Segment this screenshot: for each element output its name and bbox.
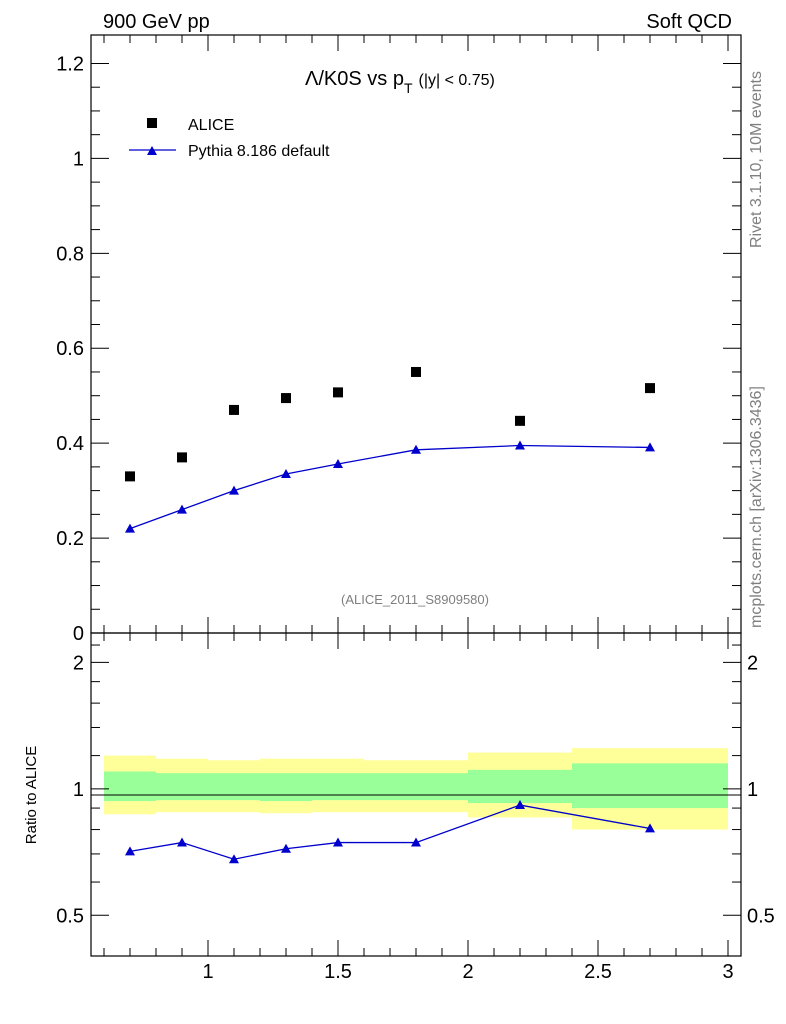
data-points xyxy=(125,366,655,533)
alice-point xyxy=(177,452,187,463)
ratio-point xyxy=(177,837,187,847)
ratio-y-tick-label-right: 2 xyxy=(747,652,758,674)
alice-point xyxy=(411,366,421,377)
pythia-point xyxy=(645,442,655,452)
pythia-point xyxy=(333,459,343,469)
ratio-point xyxy=(515,800,525,810)
ratio-y-axis-label: Ratio to ALICE xyxy=(23,746,40,844)
green-band xyxy=(260,773,312,802)
main-y-tick-label: 0 xyxy=(73,623,84,645)
green-band xyxy=(468,769,572,804)
pythia-polyline xyxy=(129,444,651,530)
ratio-y-tick-label-right: 1 xyxy=(747,779,758,801)
ratio-y-tick-label-left: 2 xyxy=(73,652,84,674)
analysis-id: (ALICE_2011_S8909580) xyxy=(341,592,489,607)
mcplots-label: mcplots.cern.ch [arXiv:1306.3436] xyxy=(748,386,765,628)
alice-point xyxy=(281,393,291,404)
ratio-point xyxy=(229,854,239,864)
main-ticks xyxy=(91,35,741,634)
ratio-point xyxy=(281,843,291,853)
ratio-y-tick-label-left: 1 xyxy=(73,779,84,801)
main-y-tick-labels: 0 0.2 0.4 0.6 0.8 1 1.2 xyxy=(56,53,84,645)
green-band xyxy=(104,771,156,802)
ratio-point xyxy=(125,846,135,856)
alice-point xyxy=(333,387,343,398)
pythia-series-line xyxy=(129,444,651,530)
x-tick-label: 2.5 xyxy=(584,961,612,983)
main-y-tick-label: 1.2 xyxy=(56,53,84,75)
legend-alice-marker xyxy=(147,118,157,128)
plot-title-cut: (|y| < 0.75) xyxy=(419,72,495,89)
ratio-point xyxy=(411,837,421,847)
green-band xyxy=(208,773,260,801)
ratio-polyline xyxy=(129,804,651,860)
header-right: Soft QCD xyxy=(646,11,732,33)
ratio-point xyxy=(333,837,343,847)
ratio-frame xyxy=(90,632,742,957)
main-y-tick-label: 0.6 xyxy=(56,338,84,360)
ratio-uncertainty-bands xyxy=(104,748,728,830)
pythia-point xyxy=(229,485,239,495)
plot-title: Λ/K0S vs pT (|y| < 0.75) xyxy=(305,68,495,96)
ratio-y-tick-label-left: 0.5 xyxy=(56,905,84,927)
pythia-point xyxy=(125,523,135,533)
main-y-tick-label: 0.8 xyxy=(56,243,84,265)
pythia-point xyxy=(515,440,525,450)
legend-pythia-marker xyxy=(147,146,157,155)
x-tick-label: 1 xyxy=(202,961,213,983)
ratio-y-tick-label-right: 0.5 xyxy=(747,905,775,927)
green-band xyxy=(572,763,728,809)
x-tick-label: 3 xyxy=(722,961,733,983)
main-y-tick-label: 0.4 xyxy=(56,433,84,455)
alice-point xyxy=(229,404,239,415)
ratio-tick-labels: 0.5 0.5 1 1 2 2 1 1.5 2 2.5 3 xyxy=(56,652,775,983)
alice-point xyxy=(125,471,135,482)
green-band xyxy=(312,773,364,801)
green-band xyxy=(364,773,468,801)
main-y-tick-label: 1 xyxy=(73,148,84,170)
ratio-series xyxy=(125,800,655,864)
main-y-tick-label: 0.2 xyxy=(56,528,84,550)
legend-alice-label: ALICE xyxy=(188,117,234,134)
ratio-point xyxy=(645,823,655,833)
main-panel: 0 0.2 0.4 0.6 0.8 1 1.2 Λ/K0S vs pT (|y| < 0.75… xyxy=(56,34,742,645)
alice-point xyxy=(515,415,525,426)
ratio-panel: 0.5 0.5 1 1 2 2 1 1.5 2 2.5 3 Ratio to ALICE xyxy=(23,632,775,983)
legend-pythia-label: Pythia 8.186 default xyxy=(188,143,330,160)
x-tick-label: 2 xyxy=(462,961,473,983)
pythia-point xyxy=(177,504,187,514)
plot-title-subscript: T xyxy=(404,80,413,96)
x-tick-label: 1.5 xyxy=(324,961,352,983)
header-left: 900 GeV pp xyxy=(103,11,210,33)
plot-title-main: Λ/K0S vs p xyxy=(305,68,404,90)
rivet-version-label: Rivet 3.1.10, 10M events xyxy=(748,71,765,248)
alice-point xyxy=(645,383,655,394)
green-band xyxy=(156,773,208,801)
pythia-point xyxy=(411,444,421,454)
pythia-point xyxy=(281,469,291,479)
